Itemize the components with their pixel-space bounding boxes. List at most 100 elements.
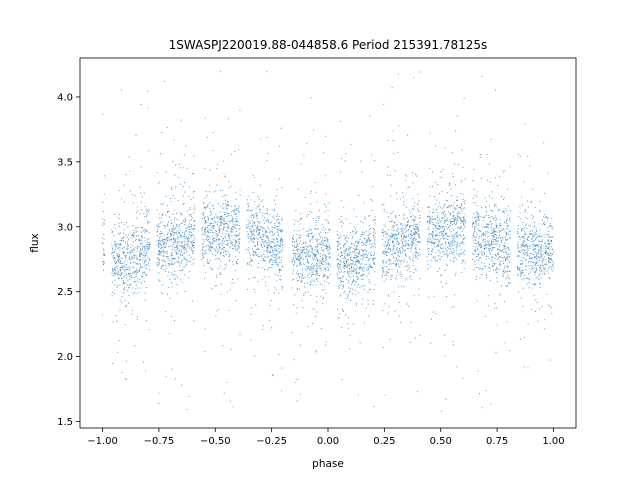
- data-point: [328, 253, 330, 255]
- data-point: [477, 220, 479, 222]
- data-point: [372, 220, 375, 222]
- data-point: [185, 145, 187, 147]
- data-point: [121, 262, 123, 264]
- data-point: [114, 244, 116, 246]
- data-point: [118, 222, 120, 224]
- data-point: [369, 215, 371, 217]
- data-point: [220, 252, 222, 254]
- data-point: [170, 230, 172, 232]
- data-point: [342, 284, 344, 286]
- data-point: [128, 273, 130, 275]
- data-point: [526, 253, 529, 255]
- data-point: [319, 237, 321, 239]
- data-point: [463, 97, 465, 100]
- data-point: [215, 233, 217, 235]
- data-point: [404, 236, 406, 239]
- data-point: [495, 220, 497, 222]
- data-point: [486, 240, 488, 242]
- data-point: [411, 245, 413, 247]
- data-point: [414, 173, 416, 175]
- data-point: [234, 205, 236, 207]
- data-point: [439, 221, 441, 223]
- data-point: [180, 183, 182, 185]
- data-point: [227, 118, 229, 120]
- data-point: [397, 251, 399, 254]
- data-point: [477, 227, 479, 230]
- data-point: [266, 230, 268, 232]
- data-point: [387, 271, 389, 273]
- data-point: [543, 142, 545, 144]
- data-point: [388, 220, 390, 222]
- data-point: [389, 238, 391, 240]
- data-point: [315, 270, 318, 272]
- data-point: [156, 231, 158, 233]
- data-point: [189, 245, 191, 247]
- data-point: [139, 213, 141, 215]
- data-point: [545, 267, 547, 269]
- data-point: [207, 239, 210, 241]
- data-point: [528, 224, 530, 227]
- data-point: [224, 199, 227, 201]
- data-point: [220, 242, 222, 244]
- data-point: [412, 208, 414, 210]
- data-point: [276, 231, 278, 233]
- data-point: [264, 255, 266, 257]
- data-point: [435, 203, 437, 205]
- data-point: [429, 241, 431, 244]
- data-point: [298, 255, 300, 257]
- data-point: [264, 241, 266, 243]
- data-point: [220, 283, 222, 285]
- data-point: [104, 219, 106, 221]
- data-point: [304, 196, 306, 199]
- data-point: [381, 203, 383, 205]
- data-point: [373, 230, 375, 232]
- data-point: [523, 240, 525, 242]
- data-point: [211, 204, 213, 206]
- data-point: [250, 210, 252, 212]
- data-point: [137, 246, 139, 248]
- data-point: [297, 250, 299, 253]
- data-point: [315, 265, 317, 267]
- data-point: [406, 269, 408, 271]
- data-point: [297, 221, 299, 223]
- data-point: [453, 306, 455, 308]
- data-point: [416, 203, 418, 205]
- data-point: [406, 261, 408, 263]
- data-point: [341, 254, 343, 256]
- data-point: [529, 256, 531, 259]
- data-point: [139, 252, 141, 254]
- data-point: [303, 262, 305, 264]
- data-point: [305, 255, 307, 257]
- data-point: [295, 256, 297, 258]
- data-point: [505, 218, 507, 221]
- data-point: [452, 344, 454, 346]
- data-point: [193, 205, 196, 207]
- data-point: [215, 231, 217, 233]
- data-point: [339, 171, 342, 173]
- data-point: [111, 272, 113, 274]
- data-point: [311, 247, 313, 249]
- data-point: [457, 227, 459, 230]
- data-point: [495, 244, 498, 246]
- data-point: [320, 231, 322, 233]
- data-point: [248, 205, 250, 207]
- data-point: [299, 276, 301, 278]
- data-point: [311, 257, 313, 259]
- data-point: [262, 206, 265, 208]
- data-point: [282, 243, 284, 245]
- data-point: [317, 219, 320, 222]
- data-point: [116, 272, 118, 274]
- data-point: [485, 390, 487, 392]
- data-point: [431, 211, 434, 213]
- data-point: [230, 227, 232, 229]
- data-point: [178, 225, 180, 227]
- data-point: [457, 254, 460, 256]
- data-point: [263, 217, 266, 219]
- data-point: [504, 265, 506, 267]
- data-point: [443, 221, 445, 223]
- data-point: [405, 279, 407, 281]
- data-point: [370, 154, 373, 156]
- data-point: [383, 250, 385, 252]
- data-point: [451, 152, 453, 154]
- data-point: [539, 264, 541, 266]
